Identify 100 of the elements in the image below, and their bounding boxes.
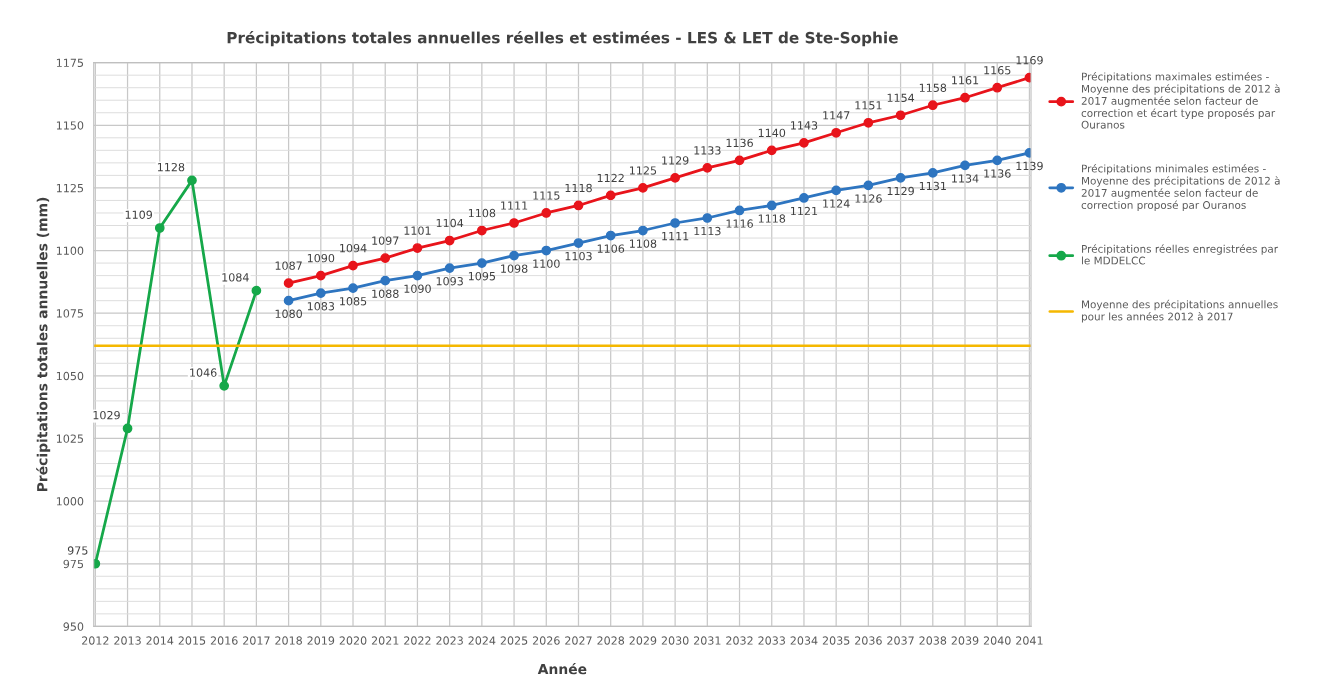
point <box>315 270 326 281</box>
point <box>476 225 487 236</box>
data-label: 1085 <box>340 297 367 306</box>
x-tick-label: 2031 <box>694 636 721 645</box>
data-label: 1090 <box>404 284 431 293</box>
x-tick-label: 2038 <box>919 636 947 645</box>
x-tick-label: 2013 <box>114 636 141 645</box>
data-label: 1118 <box>565 183 592 193</box>
data-label: 1143 <box>791 121 818 130</box>
data-label: 1106 <box>597 244 625 253</box>
point <box>960 92 970 103</box>
point <box>670 218 680 228</box>
y-tick-label: 1025 <box>56 434 84 443</box>
data-label: 1108 <box>468 208 496 218</box>
data-label: 1098 <box>501 264 528 273</box>
point <box>573 238 584 248</box>
y-axis-title: Précipitations totales annuelles (mm) <box>36 197 51 492</box>
y-tick-label: 975 <box>63 559 84 569</box>
point <box>638 225 648 236</box>
x-tick-label: 2039 <box>951 636 979 645</box>
point <box>412 243 423 253</box>
data-label: 1097 <box>372 236 399 245</box>
x-tick-label: 2025 <box>500 636 528 645</box>
data-label: 1151 <box>855 101 882 110</box>
x-tick-label: 2030 <box>661 636 689 645</box>
data-label: 1101 <box>404 226 431 235</box>
x-tick-label: 2028 <box>597 636 625 645</box>
legend-label: Précipitations minimales estimées - Moyenne des précipitations de 2012 à 2017 augmentée selon facteur de correction proposé par Ouranos <box>1081 164 1280 211</box>
point <box>605 190 616 201</box>
point <box>638 183 648 193</box>
point <box>187 175 197 186</box>
point <box>799 193 809 203</box>
x-tick-label: 2016 <box>210 636 238 645</box>
data-label: 1080 <box>275 309 302 318</box>
x-tick-label: 2019 <box>307 636 335 645</box>
data-label: 1090 <box>307 253 335 263</box>
data-label: 1136 <box>984 169 1011 178</box>
point <box>734 205 745 216</box>
data-label: 1129 <box>662 156 689 165</box>
legend-label: Moyenne des précipitations annuelles pour les années 2012 à 2017 <box>1081 299 1278 323</box>
point <box>799 137 809 148</box>
data-label: 1169 <box>1016 56 1043 65</box>
data-label: 1140 <box>758 128 786 138</box>
data-label: 1116 <box>726 219 753 228</box>
x-tick-label: 2015 <box>178 636 206 645</box>
x-tick-label: 2020 <box>339 636 367 645</box>
y-tick-label: 1075 <box>56 309 84 318</box>
point <box>927 100 938 111</box>
data-label: 1165 <box>984 66 1011 75</box>
point <box>315 288 326 299</box>
x-tick-label: 2033 <box>758 636 785 645</box>
point <box>380 253 391 263</box>
point <box>895 110 906 121</box>
x-tick-label: 2034 <box>790 636 818 645</box>
point <box>734 155 745 166</box>
y-tick-label: 1000 <box>56 497 84 506</box>
data-label: 1084 <box>222 273 249 282</box>
x-tick-label: 2018 <box>275 636 302 645</box>
data-label: 1122 <box>597 173 624 183</box>
point <box>444 263 455 273</box>
x-tick-label: 2035 <box>822 636 850 645</box>
x-tick-label: 2014 <box>146 636 174 645</box>
point <box>927 168 938 178</box>
data-label: 1154 <box>887 93 915 102</box>
point <box>992 155 1003 166</box>
x-tick-label: 2012 <box>82 636 109 645</box>
point <box>509 218 519 228</box>
x-tick-label: 2037 <box>887 636 914 645</box>
x-tick-label: 2017 <box>243 636 270 645</box>
data-label: 1161 <box>952 76 979 85</box>
point <box>283 278 294 288</box>
x-axis-title: Année <box>537 662 587 675</box>
point <box>702 163 713 173</box>
data-label: 1046 <box>190 368 217 377</box>
point <box>766 145 777 156</box>
point <box>670 173 680 183</box>
legend-label: Précipitations réelles enregistrées par le MDDELCC <box>1082 244 1279 265</box>
data-label: 1128 <box>157 162 185 172</box>
legend-label: Précipitations maximales estimées - Moyenne des précipitations de 2012 à 2017 augmentée selon facteur de correction et écart type proposés par Ouranos <box>1081 72 1280 129</box>
data-label: 1125 <box>629 166 657 175</box>
y-tick-label: 1150 <box>56 121 84 130</box>
data-label: 1113 <box>694 226 721 236</box>
point <box>766 200 777 211</box>
point <box>831 185 842 196</box>
point <box>444 235 455 246</box>
data-label: 1111 <box>501 201 528 210</box>
x-tick-label: 2036 <box>855 636 882 645</box>
point <box>960 160 970 171</box>
x-tick-label: 2040 <box>983 636 1011 645</box>
point <box>831 127 842 138</box>
x-tick-label: 2021 <box>371 636 399 645</box>
y-tick-label: 1050 <box>56 371 84 381</box>
data-label: 1087 <box>275 261 302 270</box>
point <box>702 213 713 223</box>
data-label: 1118 <box>758 214 786 223</box>
data-label: 1121 <box>791 206 818 216</box>
point <box>863 117 874 128</box>
data-label: 1094 <box>340 243 367 253</box>
y-tick-label: 1125 <box>56 183 84 193</box>
point <box>992 82 1003 93</box>
